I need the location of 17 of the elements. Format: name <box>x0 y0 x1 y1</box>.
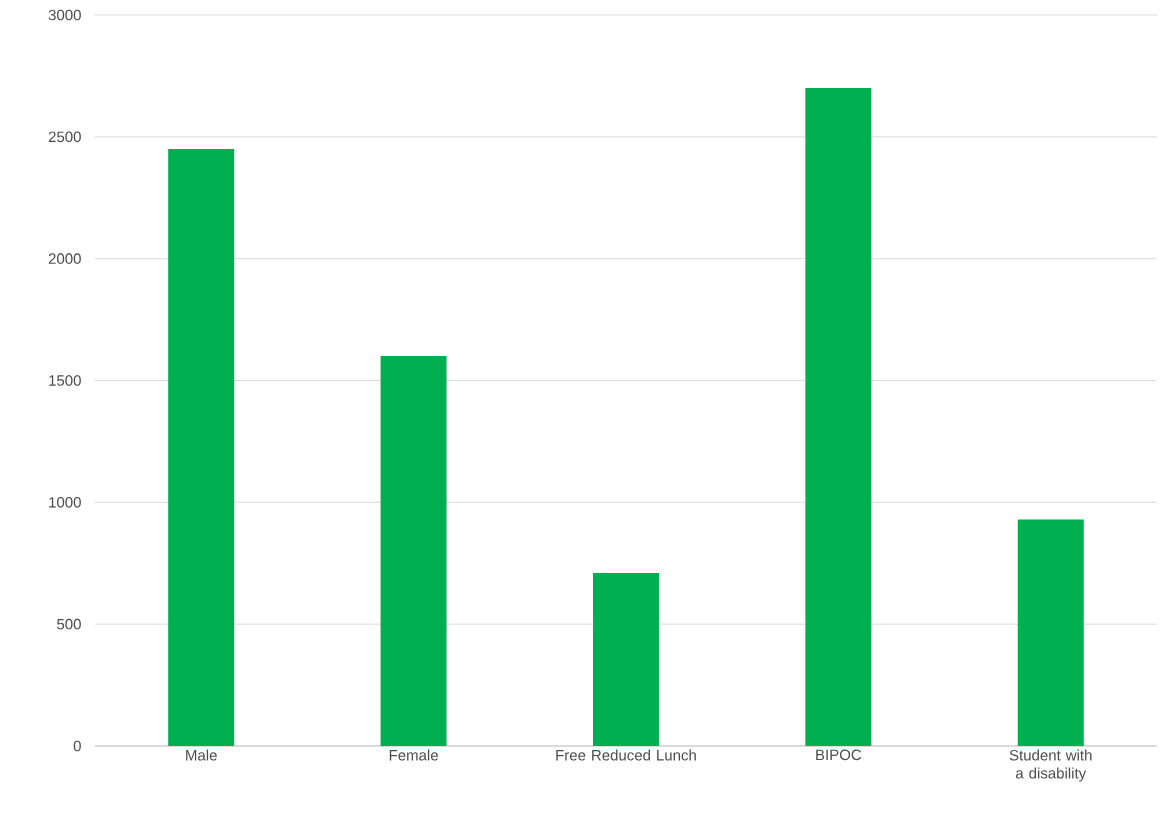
y-tick-label: 3000 <box>48 9 81 21</box>
x-tick-label: Male <box>186 749 217 761</box>
y-tick-label: 0 <box>73 740 81 752</box>
y-tick-label: 1000 <box>49 497 81 508</box>
y-tick-label: 1500 <box>49 375 81 386</box>
bar <box>380 356 447 746</box>
x-tick-label: Female <box>389 749 438 761</box>
y-tick-label: 2500 <box>48 131 81 143</box>
bar <box>592 572 659 746</box>
bar <box>1017 519 1084 746</box>
x-tick-label: Free Reduced Lunch <box>556 749 696 761</box>
bar <box>168 149 235 746</box>
x-tick-label: BIPOC <box>816 749 862 761</box>
y-tick-label: 500 <box>57 618 81 630</box>
y-tick-label: 2000 <box>48 253 81 264</box>
bar <box>805 88 872 746</box>
x-tick-label: Student with a disability <box>1009 749 1092 782</box>
